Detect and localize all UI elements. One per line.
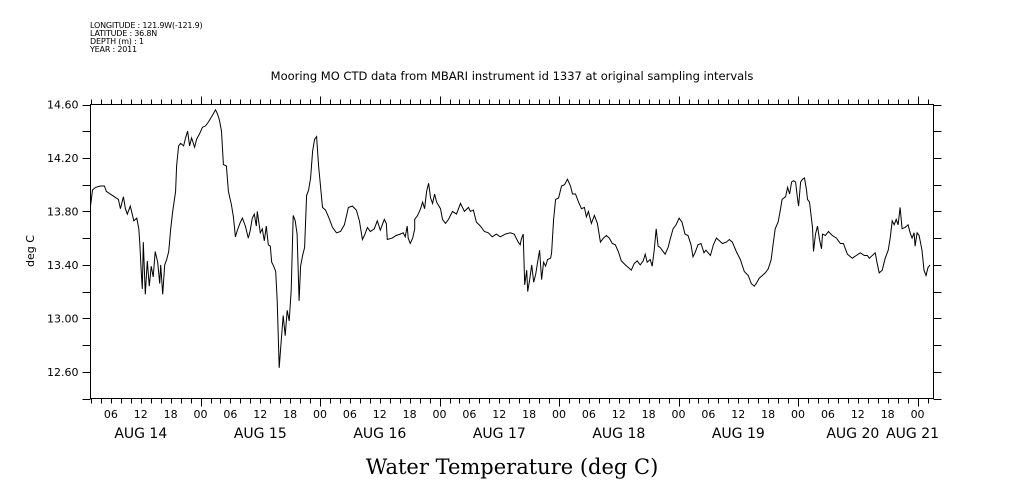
plot-frame [90, 104, 934, 399]
x-tick-label: 00 [672, 408, 686, 421]
y-axis: 12.60 13.00 13.40 13.80 14.20 14.60 [47, 99, 942, 400]
x-day-label: AUG 14 [114, 426, 167, 442]
x-tick-label: 06 [821, 408, 835, 421]
series-layer [90, 108, 931, 368]
x-tick-label: 06 [104, 408, 118, 421]
x-tick-label: 12 [253, 408, 267, 421]
x-tick-label: 18 [283, 408, 297, 421]
metadata-year: YEAR : 2011 [90, 45, 137, 54]
y-axis-label: deg C [24, 235, 37, 267]
x-tick-label: 00 [791, 408, 805, 421]
x-day-label: AUG 19 [712, 426, 765, 442]
x-axis-label: Water Temperature (deg C) [366, 455, 659, 479]
metadata-latitude: LATITUDE : 36.8N [90, 29, 158, 38]
x-day-label: AUG 20 [826, 426, 879, 442]
metadata-longitude: LONGITUDE : 121.9W(-121.9) [90, 21, 203, 30]
x-day-label: AUG 16 [353, 426, 406, 442]
x-tick-label: 00 [313, 408, 327, 421]
x-tick-label: 06 [582, 408, 596, 421]
metadata-depth: DEPTH (m) : 1 [90, 37, 144, 46]
x-tick-label: 06 [343, 408, 357, 421]
y-tick-label: 14.60 [47, 99, 79, 112]
x-tick-label: 12 [134, 408, 148, 421]
x-tick-label: 18 [164, 408, 178, 421]
x-tick-label: 18 [642, 408, 656, 421]
x-tick-label: 00 [433, 408, 447, 421]
x-tick-label: 12 [731, 408, 745, 421]
chart-title: Mooring MO CTD data from MBARI instrumen… [271, 69, 754, 83]
x-day-label: AUG 21 [886, 426, 939, 442]
y-tick-label: 13.80 [47, 205, 79, 218]
x-tick-label: 18 [761, 408, 775, 421]
temperature-line [90, 108, 931, 368]
x-tick-label: 18 [881, 408, 895, 421]
metadata-block: LONGITUDE : 121.9W(-121.9) LATITUDE : 36… [90, 21, 203, 54]
y-tick-label: 13.40 [47, 259, 79, 272]
x-tick-label: 18 [403, 408, 417, 421]
x-tick-label: 12 [851, 408, 865, 421]
x-tick-label: 18 [522, 408, 536, 421]
x-tick-label: 12 [492, 408, 506, 421]
x-tick-label: 00 [911, 408, 925, 421]
y-tick-label: 13.00 [47, 312, 79, 325]
x-tick-label: 06 [701, 408, 715, 421]
x-day-label: AUG 15 [234, 426, 287, 442]
x-day-label: AUG 18 [592, 426, 645, 442]
y-tick-label: 12.60 [47, 366, 79, 379]
x-axis: 06 12 18 00 06 12 18 00 06 12 18 00 06 12 18 00 06 12 18 00… [91, 96, 939, 442]
x-tick-label: 00 [552, 408, 566, 421]
x-tick-label: 06 [462, 408, 476, 421]
x-tick-label: 12 [373, 408, 387, 421]
x-tick-label: 06 [223, 408, 237, 421]
x-tick-label: 00 [194, 408, 208, 421]
x-tick-label: 12 [612, 408, 626, 421]
x-day-label: AUG 17 [473, 426, 526, 442]
y-tick-label: 14.20 [47, 152, 79, 165]
